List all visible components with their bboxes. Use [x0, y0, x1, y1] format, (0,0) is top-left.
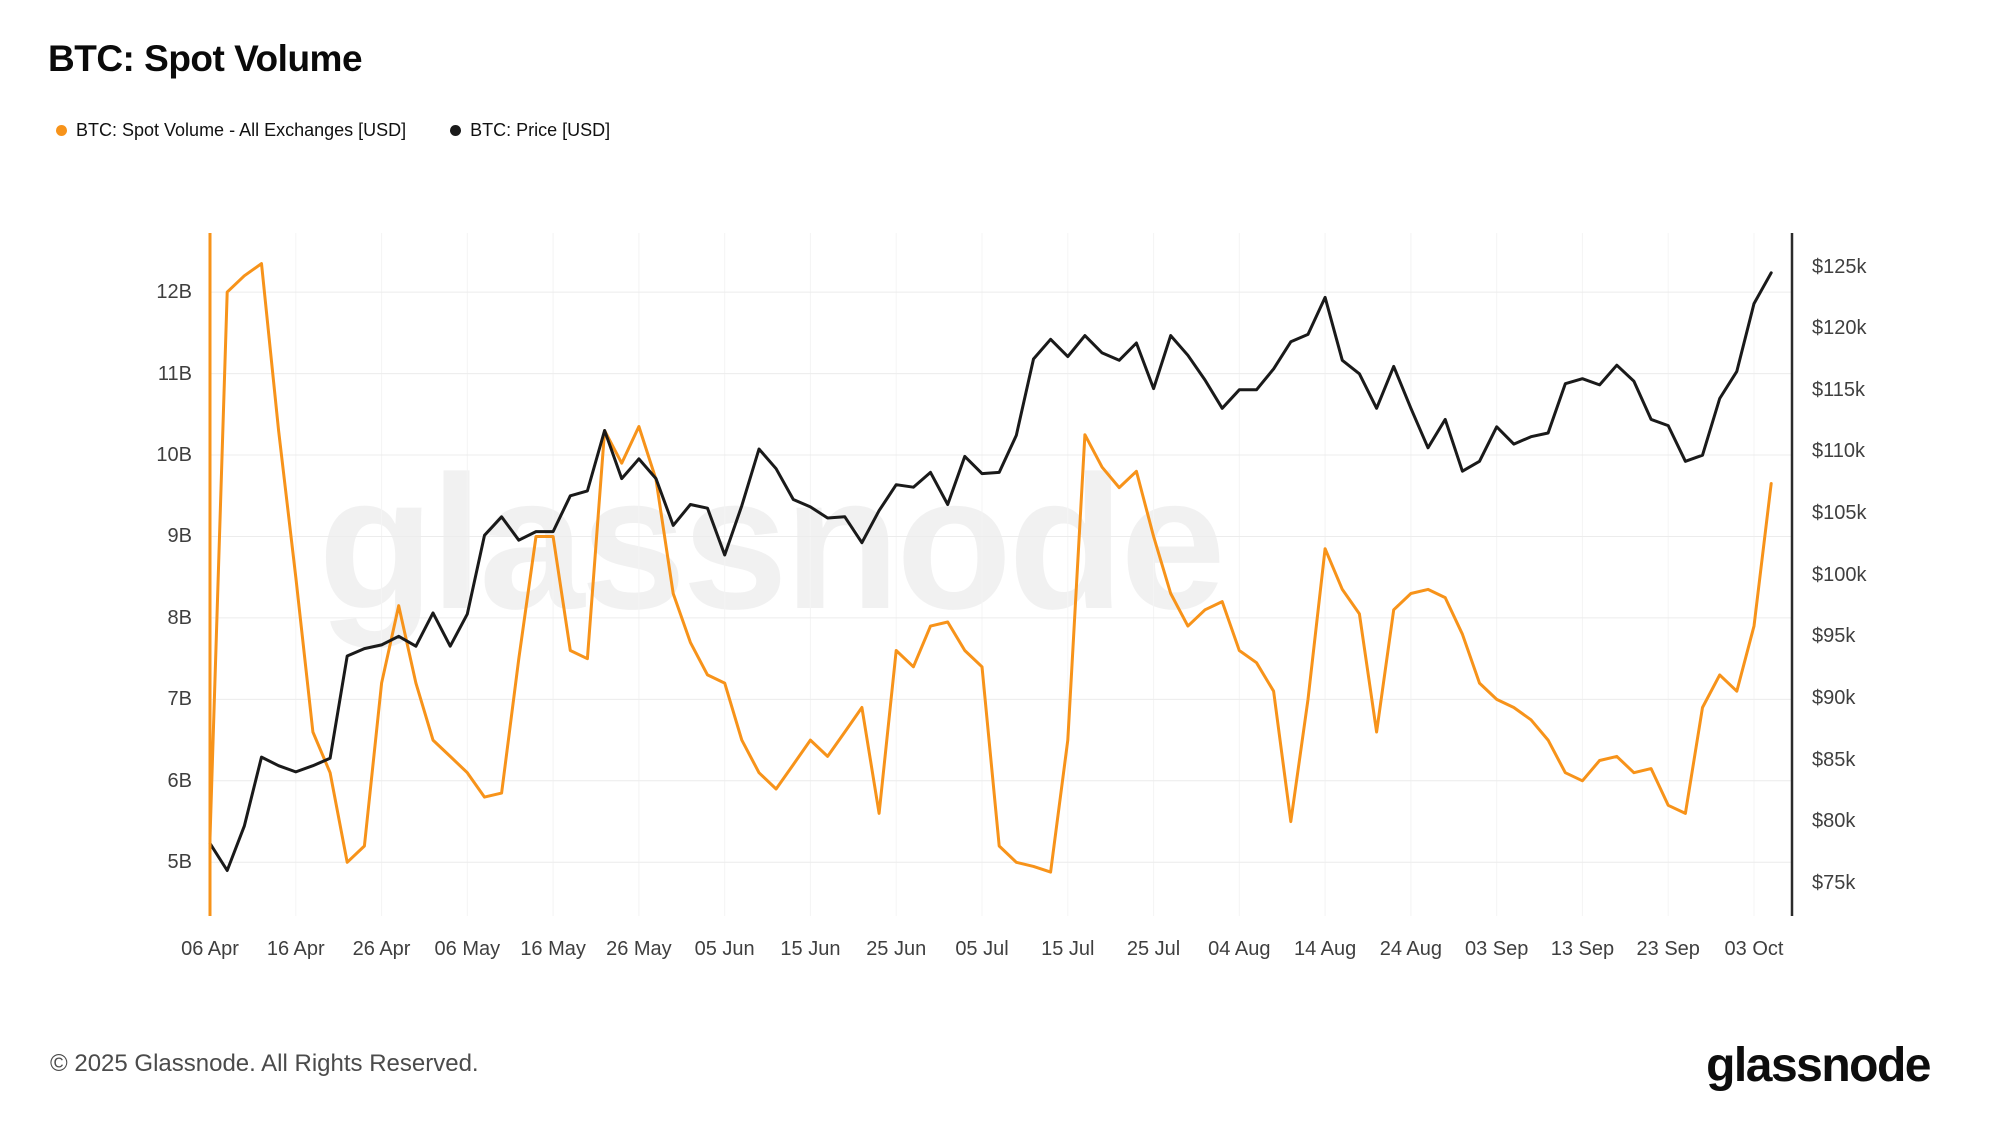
- x-axis-tick-label: 25 Jul: [1126, 938, 1181, 960]
- right-axis-tick-label: $80k: [1812, 810, 1856, 833]
- x-axis-tick-label: 06 May: [434, 938, 501, 960]
- right-axis-tick-label: $115k: [1812, 378, 1866, 401]
- legend-item-price[interactable]: BTC: Price [USD]: [450, 120, 610, 141]
- x-axis-tick-label: 26 May: [606, 938, 672, 960]
- left-axis-tick-label: 5B: [167, 851, 192, 874]
- x-axis-tick-label: 03 Sep: [1464, 938, 1529, 960]
- x-axis-tick-label: 25 Jun: [866, 938, 927, 960]
- right-axis-tick-label: $90k: [1812, 686, 1856, 709]
- legend-item-spot-volume[interactable]: BTC: Spot Volume - All Exchanges [USD]: [56, 120, 406, 141]
- x-axis-tick-label: 26 Apr: [352, 938, 411, 960]
- x-axis-tick-label: 23 Sep: [1636, 938, 1700, 960]
- left-axis-tick-label: 7B: [167, 688, 192, 711]
- right-axis-tick-label: $125k: [1812, 255, 1867, 278]
- copyright-text: © 2025 Glassnode. All Rights Reserved.: [50, 1050, 479, 1077]
- left-axis-tick-label: 6B: [167, 769, 192, 792]
- legend-swatch-orange-icon: [56, 125, 67, 136]
- right-axis-tick-label: $95k: [1812, 625, 1856, 648]
- x-axis-tick-label: 06 Apr: [181, 938, 239, 960]
- x-axis-tick-label: 05 Jul: [955, 938, 1009, 960]
- x-axis-tick-label: 15 Jul: [1041, 938, 1095, 960]
- x-axis-tick-label: 05 Jun: [694, 938, 755, 960]
- left-axis-tick-label: 9B: [167, 525, 192, 548]
- right-axis-tick-label: $105k: [1812, 502, 1867, 525]
- x-axis-tick-label: 16 Apr: [266, 938, 325, 960]
- right-axis-tick-label: $75k: [1812, 871, 1856, 894]
- x-axis-tick-label: 14 Aug: [1293, 938, 1357, 960]
- left-axis-tick-label: 10B: [156, 444, 192, 466]
- legend: BTC: Spot Volume - All Exchanges [USD] B…: [56, 120, 610, 141]
- glassnode-logo: glassnode: [1706, 1039, 1931, 1092]
- left-axis-tick-label: 11B: [157, 362, 192, 385]
- right-axis-tick-label: $100k: [1812, 563, 1867, 586]
- left-axis-tick-label: 12B: [156, 281, 192, 304]
- legend-label-price: BTC: Price [USD]: [470, 120, 611, 140]
- x-axis-tick-label: 13 Sep: [1550, 938, 1615, 960]
- right-axis-tick-label: $110k: [1812, 440, 1866, 463]
- right-axis-tick-label: $85k: [1812, 748, 1856, 771]
- x-axis-tick-label: 15 Jun: [780, 938, 841, 960]
- x-axis-tick-label: 16 May: [520, 938, 586, 960]
- legend-swatch-black-icon: [450, 125, 462, 136]
- legend-label-spot-volume: BTC: Spot Volume - All Exchanges [USD]: [76, 120, 407, 140]
- x-axis-tick-label: 03 Oct: [1724, 938, 1784, 960]
- x-axis-tick-label: 24 Aug: [1379, 938, 1443, 960]
- x-axis-tick-label: 04 Aug: [1208, 938, 1271, 960]
- left-axis-tick-label: 8B: [167, 606, 192, 629]
- right-axis-tick-label: $120k: [1812, 317, 1867, 340]
- page-title: BTC: Spot Volume: [48, 38, 363, 79]
